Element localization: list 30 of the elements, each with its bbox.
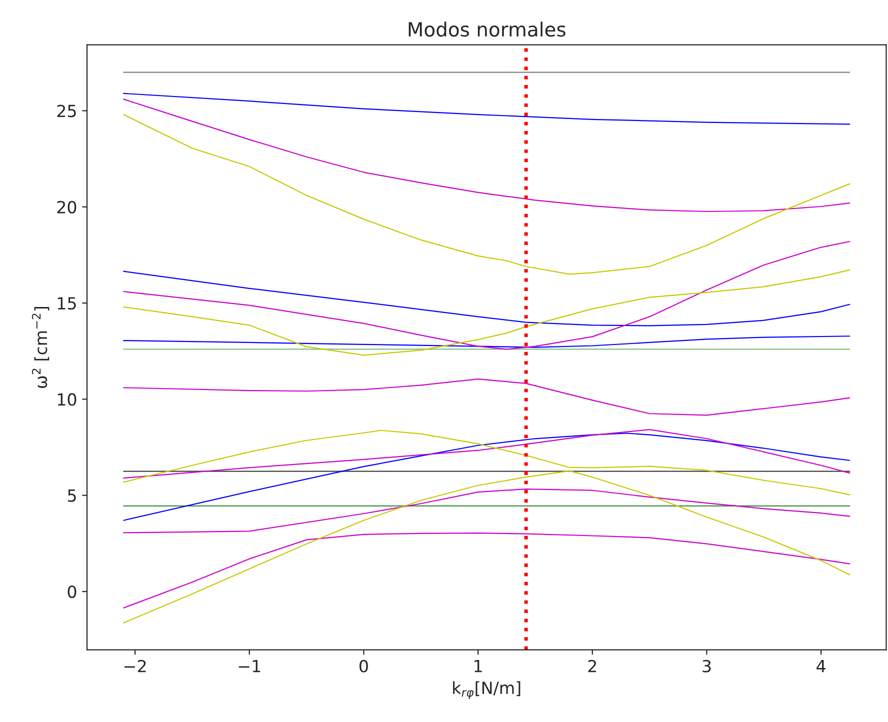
line-series [123,270,850,326]
y-axis-title: ω$^{2}$ [cm$^{−2}$] [32,307,50,388]
line-series [123,532,850,608]
line-series [123,378,850,416]
x-axis-title: k$_{rφ}$[N/m] [453,681,520,700]
y-tick-label: 5 [68,490,76,502]
x-tick-label: −2 [124,660,146,672]
x-tick-label: 3 [702,660,711,672]
line-series [123,430,850,496]
line-series [123,114,850,275]
y-tick-label: 15 [58,297,76,310]
y-tick-label: 0 [68,585,76,598]
y-tick-label: 25 [57,104,76,118]
chart-title: Modos normales [408,22,566,37]
x-tick-label: −1 [238,660,260,672]
line-series [123,432,850,521]
line-series [123,429,850,479]
line-series [123,336,850,348]
line-series [123,470,850,624]
x-tick-label: 2 [588,660,596,672]
line-series [123,269,850,356]
line-series [123,488,850,534]
y-tick-label: 20 [57,200,76,214]
line-series [123,98,850,212]
x-tick-label: 4 [816,660,826,672]
y-tick-label: 10 [58,393,76,406]
line-series [123,92,850,125]
line-series [123,240,850,350]
x-tick-label: 0 [360,660,368,672]
x-tick-label: 1 [474,660,482,672]
